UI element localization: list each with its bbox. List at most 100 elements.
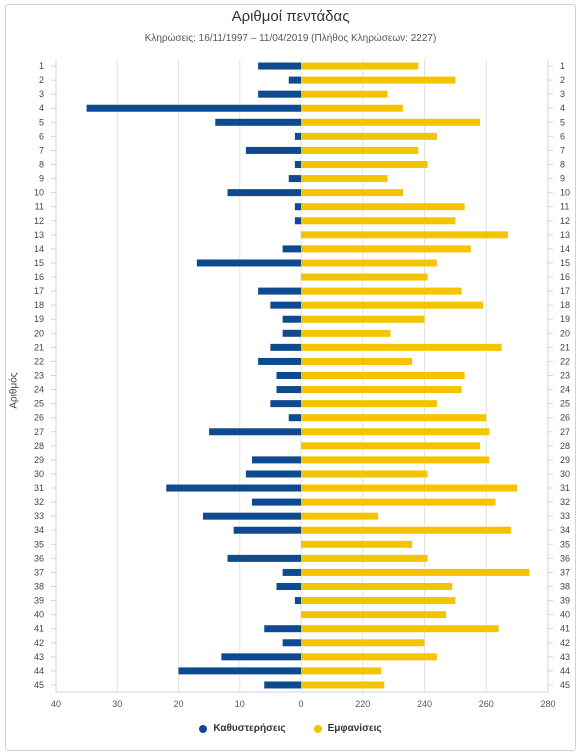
- y-tick-label-right-15: 15: [560, 258, 570, 268]
- bar-appearances-11: [301, 203, 465, 211]
- bar-delays-18: [270, 301, 301, 309]
- bar-appearances-29: [301, 456, 490, 464]
- bar-delays-5: [215, 118, 301, 126]
- y-tick-label-right-7: 7: [560, 145, 565, 155]
- y-tick-label-left-30: 30: [34, 469, 44, 479]
- y-tick-label-right-36: 36: [560, 553, 570, 563]
- legend-label-delays: Καθυστερήσεις: [213, 723, 286, 734]
- y-tick-label-right-45: 45: [560, 680, 570, 690]
- bar-delays-44: [178, 667, 301, 675]
- bar-appearances-37: [301, 568, 530, 576]
- bar-appearances-39: [301, 597, 456, 605]
- y-tick-label-left-36: 36: [34, 553, 44, 563]
- y-tick-label-right-38: 38: [560, 582, 570, 592]
- y-tick-label-left-34: 34: [34, 525, 44, 535]
- y-tick-label-left-43: 43: [34, 652, 44, 662]
- bar-appearances-40: [301, 611, 447, 619]
- bar-delays-27: [209, 428, 301, 436]
- x-tick-label-left-30: 30: [112, 699, 122, 709]
- bar-appearances-44: [301, 667, 382, 675]
- bar-delays-36: [227, 554, 301, 562]
- y-tick-label-right-24: 24: [560, 385, 570, 395]
- y-tick-label-right-37: 37: [560, 567, 570, 577]
- chart-title: Αριθμοί πεντάδας: [231, 8, 350, 25]
- y-tick-label-right-40: 40: [560, 610, 570, 620]
- y-tick-label-left-13: 13: [34, 230, 44, 240]
- bar-appearances-36: [301, 554, 428, 562]
- y-tick-label-right-33: 33: [560, 511, 570, 521]
- bar-delays-15: [196, 259, 301, 267]
- y-tick-label-right-23: 23: [560, 371, 570, 381]
- bar-delays-39: [294, 597, 301, 605]
- y-tick-label-left-45: 45: [34, 680, 44, 690]
- bar-appearances-32: [301, 498, 496, 506]
- bar-delays-6: [294, 132, 301, 140]
- bar-appearances-14: [301, 245, 471, 253]
- bar-delays-41: [264, 625, 301, 633]
- bar-delays-17: [258, 287, 301, 295]
- bar-appearances-34: [301, 526, 511, 534]
- bar-appearances-30: [301, 470, 428, 478]
- y-tick-label-right-9: 9: [560, 174, 565, 184]
- y-tick-label-right-11: 11: [560, 202, 569, 212]
- bar-delays-33: [203, 512, 301, 520]
- y-tick-label-right-34: 34: [560, 525, 570, 535]
- y-tick-label-left-2: 2: [39, 75, 44, 85]
- bar-delays-11: [294, 203, 301, 211]
- x-tick-label-right-280: 280: [540, 699, 555, 709]
- legend-item-appearances[interactable]: Εμφανίσεις: [313, 723, 382, 734]
- bar-delays-19: [282, 315, 301, 323]
- x-tick-label-left-0: 0: [298, 699, 303, 709]
- bar-appearances-31: [301, 484, 518, 492]
- bar-delays-21: [270, 343, 301, 351]
- y-tick-label-left-11: 11: [35, 202, 44, 212]
- bar-delays-30: [245, 470, 301, 478]
- y-tick-label-left-12: 12: [34, 216, 44, 226]
- y-tick-label-left-20: 20: [34, 328, 44, 338]
- y-tick-label-left-29: 29: [34, 455, 44, 465]
- y-tick-label-left-4: 4: [39, 103, 44, 113]
- bar-appearances-10: [301, 189, 403, 197]
- bar-delays-3: [258, 90, 301, 98]
- y-tick-label-left-39: 39: [34, 596, 44, 606]
- legend-marker-appearances: [313, 724, 322, 733]
- y-tick-label-left-42: 42: [34, 638, 44, 648]
- y-tick-label-left-28: 28: [34, 441, 44, 451]
- bar-appearances-15: [301, 259, 437, 267]
- bar-appearances-3: [301, 90, 388, 98]
- y-tick-label-right-26: 26: [560, 413, 570, 423]
- legend: Καθυστερήσεις Εμφανίσεις: [0, 723, 581, 734]
- legend-item-delays[interactable]: Καθυστερήσεις: [199, 723, 286, 734]
- bar-appearances-22: [301, 357, 413, 365]
- y-tick-label-left-24: 24: [34, 385, 44, 395]
- y-tick-label-right-1: 1: [560, 61, 565, 71]
- y-tick-label-left-40: 40: [34, 610, 44, 620]
- y-tick-label-right-30: 30: [560, 469, 570, 479]
- x-tick-label-right-220: 220: [355, 699, 370, 709]
- bar-delays-42: [282, 639, 301, 647]
- bar-appearances-19: [301, 315, 425, 323]
- y-tick-label-right-20: 20: [560, 328, 570, 338]
- y-tick-label-right-4: 4: [560, 103, 565, 113]
- y-tick-label-left-5: 5: [39, 117, 44, 127]
- y-tick-label-left-27: 27: [34, 427, 44, 437]
- y-tick-label-right-43: 43: [560, 652, 570, 662]
- bar-appearances-27: [301, 428, 490, 436]
- bar-delays-23: [276, 372, 301, 379]
- chart-subtitle: Κληρώσεις: 16/11/1997 – 11/04/2019 (Πλήθ…: [144, 33, 437, 44]
- y-tick-label-right-13: 13: [560, 230, 570, 240]
- bar-delays-8: [294, 161, 301, 168]
- bar-appearances-26: [301, 414, 487, 422]
- bar-delays-20: [282, 329, 301, 337]
- y-tick-label-left-33: 33: [34, 511, 44, 521]
- legend-marker-delays: [199, 724, 208, 733]
- bar-delays-10: [227, 189, 301, 197]
- bar-appearances-5: [301, 118, 481, 126]
- y-tick-label-right-16: 16: [560, 272, 570, 282]
- bar-appearances-13: [301, 231, 508, 239]
- y-tick-label-left-18: 18: [34, 300, 44, 310]
- y-tick-label-right-44: 44: [560, 666, 570, 676]
- bar-appearances-18: [301, 301, 484, 309]
- y-tick-label-right-5: 5: [560, 117, 565, 127]
- bar-appearances-9: [301, 175, 388, 183]
